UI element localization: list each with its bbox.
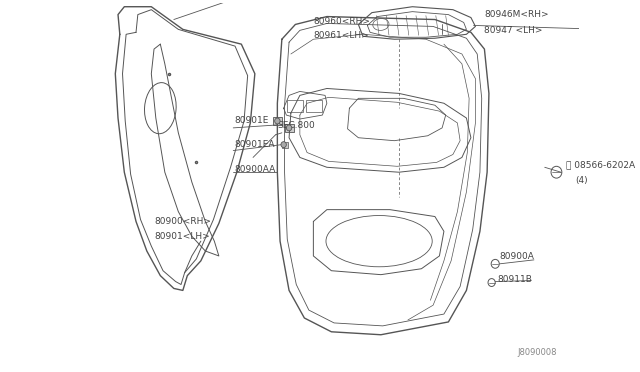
Text: J8090008: J8090008 (517, 349, 556, 357)
Text: 80947 <LH>: 80947 <LH> (484, 26, 543, 35)
Text: 80911B: 80911B (497, 275, 532, 284)
Text: Ⓢ 08566-6202A: Ⓢ 08566-6202A (566, 160, 636, 169)
Circle shape (281, 142, 286, 148)
Circle shape (275, 118, 280, 124)
Text: 80901E: 80901E (234, 116, 269, 125)
Bar (287, 100, 303, 112)
Text: 80900<RH>: 80900<RH> (154, 217, 211, 226)
Text: 80900A: 80900A (500, 253, 534, 262)
Circle shape (286, 125, 292, 131)
Text: 80901<LH>: 80901<LH> (154, 232, 210, 241)
Text: 80961<LH>: 80961<LH> (314, 31, 369, 40)
Text: 80946M<RH>: 80946M<RH> (484, 10, 549, 19)
Text: 80901EA: 80901EA (234, 140, 275, 149)
Bar (285, 124, 294, 132)
Text: 80900AA: 80900AA (234, 165, 275, 174)
Text: 80960<RH>: 80960<RH> (314, 17, 371, 26)
Bar (273, 117, 282, 125)
Bar (282, 142, 288, 148)
Text: SEC.800: SEC.800 (277, 121, 315, 130)
Bar (306, 100, 323, 112)
Text: (4): (4) (575, 176, 588, 185)
